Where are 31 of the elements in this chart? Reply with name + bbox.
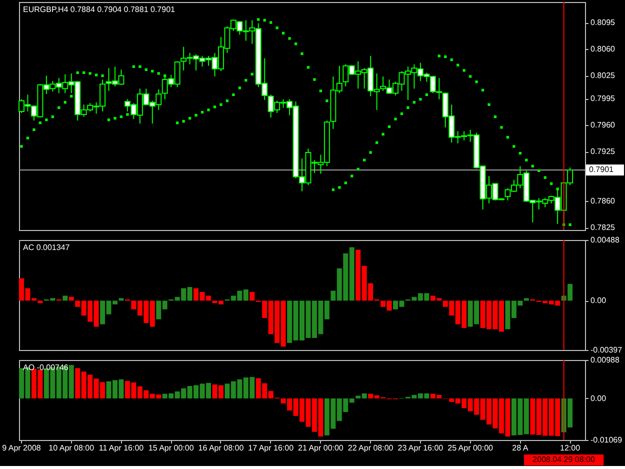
x-tick-label: 9 Apr 2008	[2, 444, 42, 452]
y-tick-label: 0.8095	[590, 18, 616, 28]
y-tick-label: 0.00	[590, 296, 607, 306]
x-tick-label: 15 Apr 00:00	[148, 444, 194, 452]
x-tick-label: 2008.04.29 08:00	[532, 455, 596, 464]
x-tick-label: 11 Apr 16:00	[98, 444, 144, 452]
y-tick-label: -0.00397	[590, 346, 623, 354]
x-tick-label: 16 Apr 08:00	[198, 444, 244, 452]
x-tick-label: 10 Apr 08:00	[48, 444, 95, 452]
x-tick-label: 17 Apr 16:00	[248, 444, 294, 452]
y-tick-label: 0.8060	[590, 44, 616, 54]
x-tick-label: 21 Apr 00:00	[298, 444, 344, 452]
chart-title: EURGBP,H4 0.7884 0.7904 0.7881 0.7901	[23, 5, 176, 14]
y-tick-label: 0.00488	[590, 236, 620, 244]
y-tick-label: 0.00988	[590, 356, 620, 364]
x-tick-label: 28 A	[512, 444, 529, 452]
x-tick-label: 23 Apr 16:00	[398, 444, 444, 452]
y-tick-label: 0.7995	[590, 94, 616, 104]
chart-title: AC 0.001347	[23, 243, 70, 252]
y-tick-label: 0.00	[590, 394, 607, 403]
x-tick-label: 22 Apr 08:00	[348, 444, 394, 452]
x-tick-label: 12:00	[560, 444, 581, 452]
y-tick-label: 0.8025	[590, 71, 616, 80]
ref-line-label: 0.7901	[589, 164, 614, 174]
y-tick-label: 0.7960	[590, 120, 616, 130]
y-tick-label: 0.7825	[590, 223, 616, 232]
y-tick-label: 0.7925	[590, 147, 616, 156]
chart-title: AO -0.00746	[23, 363, 69, 372]
y-tick-label: 0.7860	[590, 196, 616, 206]
x-tick-label: 25 Apr 00:00	[448, 444, 494, 452]
y-tick-label: -0.01069	[590, 436, 623, 444]
